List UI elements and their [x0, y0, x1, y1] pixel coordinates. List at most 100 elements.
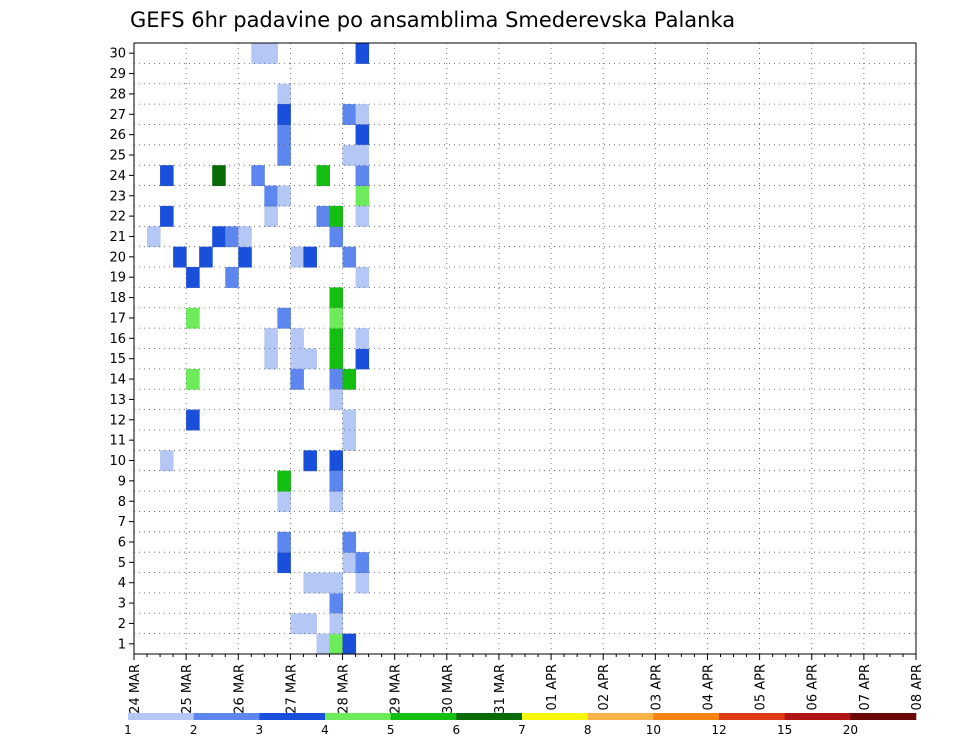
y-tick-label: 23 — [109, 189, 126, 204]
cell-8 — [186, 307, 200, 329]
legend-swatch-2 — [193, 713, 260, 720]
cell-69 — [342, 246, 357, 268]
legend-label: 12 — [711, 723, 726, 737]
legend-label: 20 — [843, 723, 858, 737]
cell-37 — [290, 368, 304, 390]
x-axis: 24 MAR 25 MAR 26 MAR 27 MAR 28 MAR 29 MAR 30 M… — [128, 654, 925, 714]
y-tick-label: 6 — [118, 535, 126, 550]
cell-62 — [329, 470, 344, 492]
x-tick-label: 31 MAR — [493, 664, 508, 714]
legend-swatch-11 — [784, 713, 851, 720]
legend-label: 7 — [518, 723, 526, 737]
y-tick-label: 24 — [109, 169, 126, 184]
legend-swatch-8 — [587, 713, 654, 720]
cell-30 — [277, 185, 291, 207]
y-tick-label: 30 — [109, 47, 126, 62]
x-tick-label: 02 APR — [597, 664, 612, 710]
cell-74 — [355, 572, 370, 594]
cell-61 — [329, 368, 344, 390]
x-tick-label: 07 APR — [858, 664, 873, 710]
cell-45 — [316, 572, 330, 594]
legend-swatch-5 — [390, 713, 457, 720]
x-tick-label: 03 APR — [649, 664, 664, 710]
cell-13 — [225, 267, 239, 288]
x-tick-label: 25 MAR — [180, 664, 195, 714]
legend-label: 15 — [777, 723, 792, 737]
cell-87 — [355, 144, 370, 166]
y-tick-label: 14 — [109, 373, 126, 388]
cell-59 — [329, 450, 344, 472]
x-tick-label: 26 MAR — [232, 664, 247, 714]
legend-swatch-1 — [128, 713, 194, 720]
legend-label: 10 — [646, 723, 661, 737]
cell-17 — [251, 43, 265, 64]
x-tick-label: 29 MAR — [389, 664, 404, 714]
chart-title: GEFS 6hr padavine po ansamblima Smederev… — [130, 8, 735, 32]
cell-54 — [329, 328, 344, 349]
legend-swatch-10 — [719, 713, 785, 720]
cell-18 — [264, 205, 278, 227]
x-tick-label: 01 APR — [545, 664, 560, 710]
y-tick-label: 27 — [109, 108, 126, 123]
cell-25 — [277, 307, 291, 329]
cell-64 — [329, 613, 344, 635]
y-tick-label: 18 — [109, 291, 126, 306]
y-tick-label: 3 — [118, 597, 126, 612]
cell-85 — [355, 165, 370, 187]
cell-46 — [316, 165, 330, 187]
legend-swatch-3 — [259, 713, 326, 720]
cell-43 — [303, 613, 317, 635]
cell-14 — [238, 246, 252, 268]
x-tick-label: 08 APR — [910, 664, 925, 710]
cell-55 — [329, 348, 344, 370]
cell-44 — [316, 205, 330, 227]
cell-41 — [303, 450, 317, 472]
cell-47 — [316, 633, 330, 655]
y-tick-label: 25 — [109, 149, 126, 164]
cell-86 — [355, 124, 370, 146]
cell-16 — [251, 165, 265, 187]
cell-0 — [147, 226, 161, 248]
cell-50 — [329, 491, 344, 512]
y-tick-label: 7 — [118, 515, 126, 530]
cell-71 — [342, 531, 357, 553]
cell-7 — [186, 368, 200, 390]
cell-9 — [199, 246, 213, 268]
y-tick-label: 5 — [118, 556, 126, 571]
y-tick-label: 12 — [109, 413, 126, 428]
cell-24 — [277, 552, 291, 574]
cell-33 — [277, 470, 291, 492]
cell-35 — [290, 328, 304, 349]
cell-65 — [342, 633, 357, 655]
cell-6 — [186, 409, 200, 431]
x-tick-label: 24 MAR — [128, 664, 143, 714]
cell-2 — [160, 205, 174, 227]
y-tick-label: 28 — [109, 87, 126, 102]
legend-label: 5 — [387, 723, 395, 737]
cell-28 — [277, 124, 291, 146]
cell-77 — [355, 185, 370, 207]
legend-swatch-7 — [522, 713, 588, 720]
cell-29 — [277, 104, 291, 125]
y-tick-label: 21 — [109, 230, 126, 245]
cell-73 — [342, 144, 357, 166]
y-tick-label: 16 — [109, 332, 126, 347]
cell-26 — [277, 531, 291, 553]
cell-60 — [329, 307, 344, 329]
cell-72 — [342, 104, 357, 125]
cell-84 — [355, 205, 370, 227]
cell-83 — [355, 267, 370, 288]
x-tick-label: 28 MAR — [337, 664, 352, 714]
y-tick-label: 2 — [118, 617, 126, 632]
y-tick-label: 13 — [109, 393, 126, 408]
grid-layer — [134, 43, 916, 654]
cell-79 — [355, 104, 370, 125]
cell-12 — [225, 226, 239, 248]
x-tick-label: 05 APR — [754, 664, 769, 710]
cell-4 — [173, 246, 187, 268]
x-tick-label: 06 APR — [806, 664, 821, 710]
cell-11 — [212, 165, 226, 187]
cell-68 — [342, 368, 357, 390]
y-tick-label: 4 — [118, 576, 126, 591]
